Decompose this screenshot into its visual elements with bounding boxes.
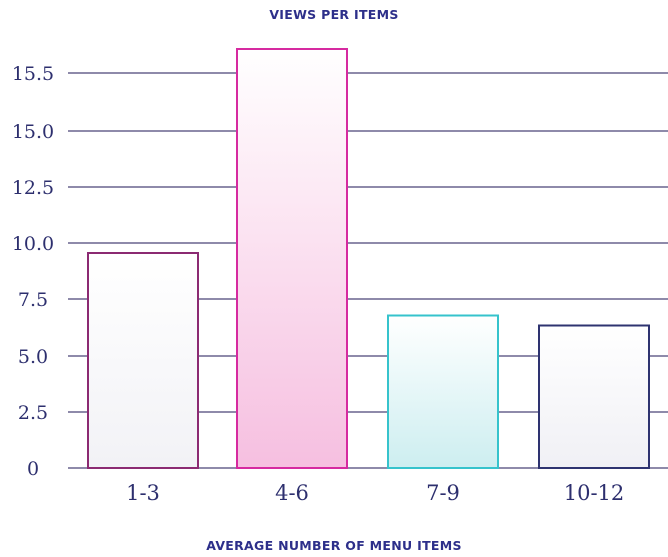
y-tick-label: 15.5 bbox=[12, 63, 54, 85]
x-tick-label: 7-9 bbox=[426, 481, 460, 505]
bar-10-12 bbox=[538, 324, 650, 469]
y-tick-label: 12.5 bbox=[12, 177, 54, 199]
y-tick-label: 10.0 bbox=[12, 233, 54, 255]
x-tick-labels: 1-3 4-6 7-9 10-12 bbox=[126, 481, 624, 505]
x-tick-label: 1-3 bbox=[126, 481, 160, 505]
y-tick-label: 15.0 bbox=[12, 121, 54, 143]
bar-7-9 bbox=[387, 314, 499, 469]
y-tick-label: 2.5 bbox=[18, 402, 48, 424]
x-axis-title: AVERAGE NUMBER OF MENU ITEMS bbox=[206, 538, 462, 553]
bar-4-6 bbox=[236, 48, 348, 469]
y-tick-label: 0 bbox=[27, 458, 39, 480]
y-tick-label: 7.5 bbox=[18, 289, 48, 311]
bar-1-3 bbox=[87, 252, 199, 469]
bars bbox=[87, 48, 650, 469]
x-tick-label: 4-6 bbox=[275, 481, 309, 505]
y-tick-labels: 0 2.5 5.0 7.5 10.0 12.5 15.0 15.5 bbox=[12, 63, 54, 480]
chart-title: VIEWS PER ITEMS bbox=[269, 7, 399, 22]
x-tick-label: 10-12 bbox=[564, 481, 625, 505]
y-tick-label: 5.0 bbox=[18, 346, 48, 368]
